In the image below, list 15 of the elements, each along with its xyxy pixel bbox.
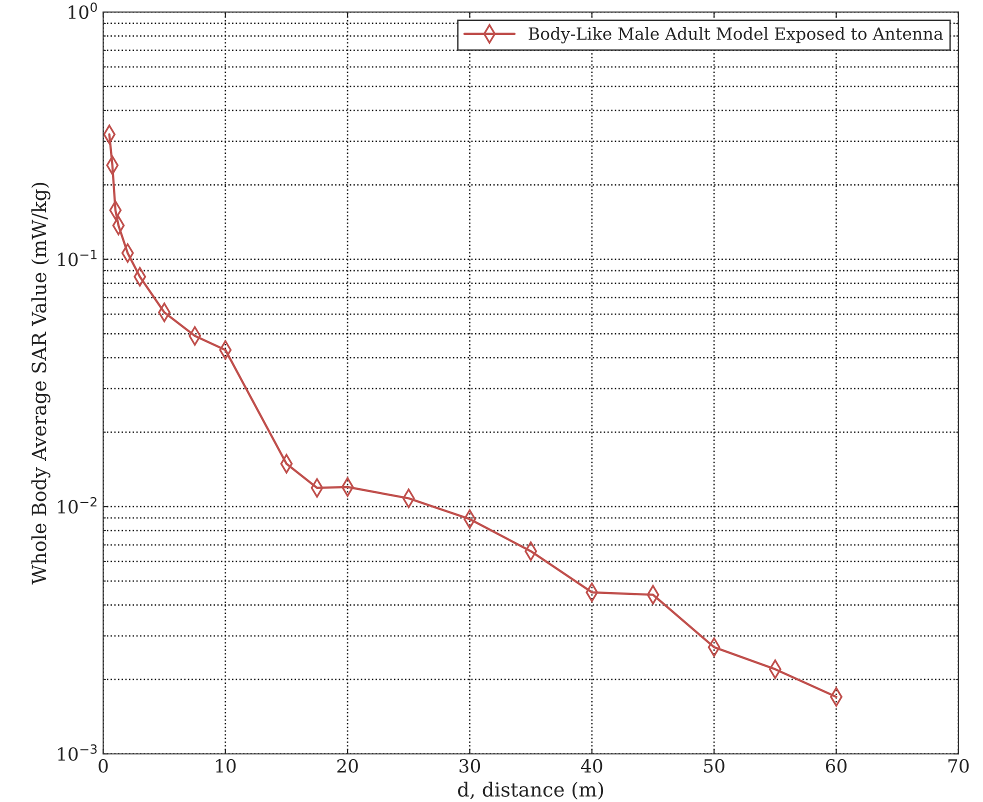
y-tick-label: 10$^{0}$ xyxy=(68,2,97,20)
x-tick-label: 40 xyxy=(580,759,602,773)
x-tick-label: 30 xyxy=(460,759,480,773)
y-tick-label: 10$^{−3}$ xyxy=(58,744,97,761)
x-tick-label: 60 xyxy=(826,759,847,773)
legend-label: Body-Like Male Adult Model Exposed to Antenna xyxy=(528,27,943,44)
x-tick-label: 10 xyxy=(216,759,236,773)
x-axis-title: d, distance (m) xyxy=(458,782,604,800)
x-tick-label: 0 xyxy=(98,759,108,773)
y-tick-label: 10$^{−1}$ xyxy=(58,250,97,266)
x-tick-label: 70 xyxy=(948,759,969,773)
y-axis-title: Whole Body Average SAR Value (mW/kg) xyxy=(31,182,50,585)
x-tick-label: 20 xyxy=(337,759,358,773)
y-tick-label: 10$^{−2}$ xyxy=(58,497,96,514)
x-tick-label: 50 xyxy=(704,759,724,773)
